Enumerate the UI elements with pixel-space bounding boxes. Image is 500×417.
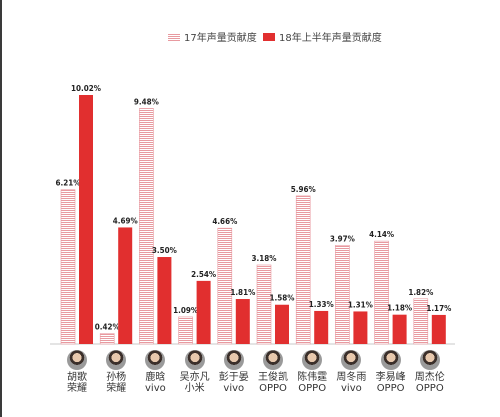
bar-series-b <box>196 280 211 344</box>
legend-item-series-b: 18年上半年声量贡献度 <box>263 29 382 44</box>
legend-item-series-a: 17年声量贡献度 <box>168 29 257 44</box>
x-tick-label-name: 胡歌 <box>67 372 87 383</box>
x-tick-label: 孙杨 荣耀 <box>94 372 138 394</box>
data-label-series-b: 1.81% <box>230 288 255 297</box>
data-label-series-a: 1.09% <box>173 306 198 315</box>
x-tick-label: 彭于晏 vivo <box>212 372 256 394</box>
left-edge-rule <box>0 0 2 417</box>
avatar <box>184 350 205 370</box>
x-tick-label-name: 周冬雨 <box>336 372 367 383</box>
data-label-series-b: 1.17% <box>426 304 451 313</box>
x-tick-label-brand: 荣耀 <box>106 383 127 394</box>
bar-series-b <box>157 257 172 344</box>
bar-series-b <box>118 227 133 344</box>
x-tick-label-brand: 小米 <box>184 383 205 394</box>
x-tick-label-brand: OPPO <box>298 383 327 394</box>
x-tick-label: 鹿晗 vivo <box>133 372 177 394</box>
bar-series-a <box>178 316 193 345</box>
bar-series-a <box>295 195 311 345</box>
data-label-series-b: 1.18% <box>387 304 412 313</box>
data-label-series-a: 3.97% <box>330 234 355 243</box>
legend-label-series-b: 18年上半年声量贡献度 <box>279 33 382 44</box>
data-label-series-b: 1.58% <box>270 294 295 303</box>
bar-series-a <box>217 227 233 345</box>
x-tick-label-name: 吴亦凡 <box>179 372 210 383</box>
x-tick-label: 陈伟霆 OPPO <box>290 372 334 394</box>
data-label-series-b: 4.69% <box>113 216 138 225</box>
avatar <box>106 350 127 370</box>
x-tick-label-brand: vivo <box>223 383 245 394</box>
x-tick-label-name: 周杰伦 <box>414 372 445 383</box>
x-tick-label-name: 王俊凯 <box>258 372 288 383</box>
bar-series-b <box>235 299 250 344</box>
x-tick-label-name: 彭于晏 <box>218 372 249 383</box>
avatar <box>380 350 401 370</box>
avatar <box>223 350 244 370</box>
x-tick-label-brand: 荣耀 <box>67 383 87 394</box>
data-label-series-b: 10.02% <box>71 84 101 93</box>
x-tick-label-brand: OPPO <box>259 383 287 394</box>
x-tick-label: 周杰伦 OPPO <box>408 372 452 394</box>
bar-series-a <box>374 240 389 345</box>
bar-series-b <box>353 311 368 344</box>
bar-series-b <box>314 310 329 344</box>
x-tick-label-name: 李易峰 <box>375 372 406 383</box>
data-label-series-b: 1.33% <box>309 300 334 309</box>
x-tick-label-brand: vivo <box>341 383 362 394</box>
avatar <box>263 350 283 370</box>
x-tick-label-brand: OPPO <box>376 383 405 394</box>
data-label-series-a: 4.66% <box>212 217 237 226</box>
avatar <box>341 350 362 370</box>
bar-series-a <box>99 333 115 345</box>
x-tick-label: 吴亦凡 小米 <box>173 372 217 394</box>
data-label-series-a: 5.96% <box>291 185 316 194</box>
x-tick-label-brand: vivo <box>145 383 166 394</box>
data-label-series-b: 3.50% <box>152 246 177 255</box>
data-label-series-a: 9.48% <box>134 97 159 106</box>
legend-swatch-series-a <box>168 32 180 41</box>
x-tick-label-name: 孙杨 <box>106 372 127 383</box>
data-label-series-a: 4.14% <box>369 230 394 239</box>
bar-series-b <box>275 304 289 344</box>
data-label-series-a: 3.18% <box>252 254 277 263</box>
x-tick-label-brand: OPPO <box>415 383 444 394</box>
x-tick-label-name: 陈伟霆 <box>297 372 328 383</box>
bar-series-a <box>335 245 350 345</box>
x-tick-label: 胡歌 荣耀 <box>55 372 99 394</box>
bar-series-b <box>392 314 407 344</box>
data-label-series-b: 1.31% <box>348 300 373 309</box>
data-label-series-b: 2.54% <box>191 270 216 279</box>
bar-series-a <box>60 189 76 345</box>
data-label-series-a: 6.21% <box>56 179 81 188</box>
avatar <box>302 350 323 370</box>
bar-series-a <box>256 264 272 345</box>
avatar <box>419 350 440 370</box>
legend-swatch-series-b <box>263 32 275 41</box>
bar-series-a <box>139 108 154 345</box>
legend-label-series-a: 17年声量贡献度 <box>184 33 257 44</box>
x-tick-label: 王俊凯 OPPO <box>251 372 295 394</box>
bar-series-b <box>431 314 446 344</box>
bar-series-a <box>413 298 429 345</box>
data-label-series-a: 0.42% <box>95 323 120 332</box>
x-tick-label-name: 鹿晗 <box>145 372 166 383</box>
x-tick-label: 周冬雨 vivo <box>329 372 373 394</box>
avatar <box>67 350 87 370</box>
x-tick-label: 李易峰 OPPO <box>369 372 413 394</box>
avatar <box>145 350 166 370</box>
bar-series-b <box>79 95 93 344</box>
data-label-series-a: 1.82% <box>408 288 433 297</box>
